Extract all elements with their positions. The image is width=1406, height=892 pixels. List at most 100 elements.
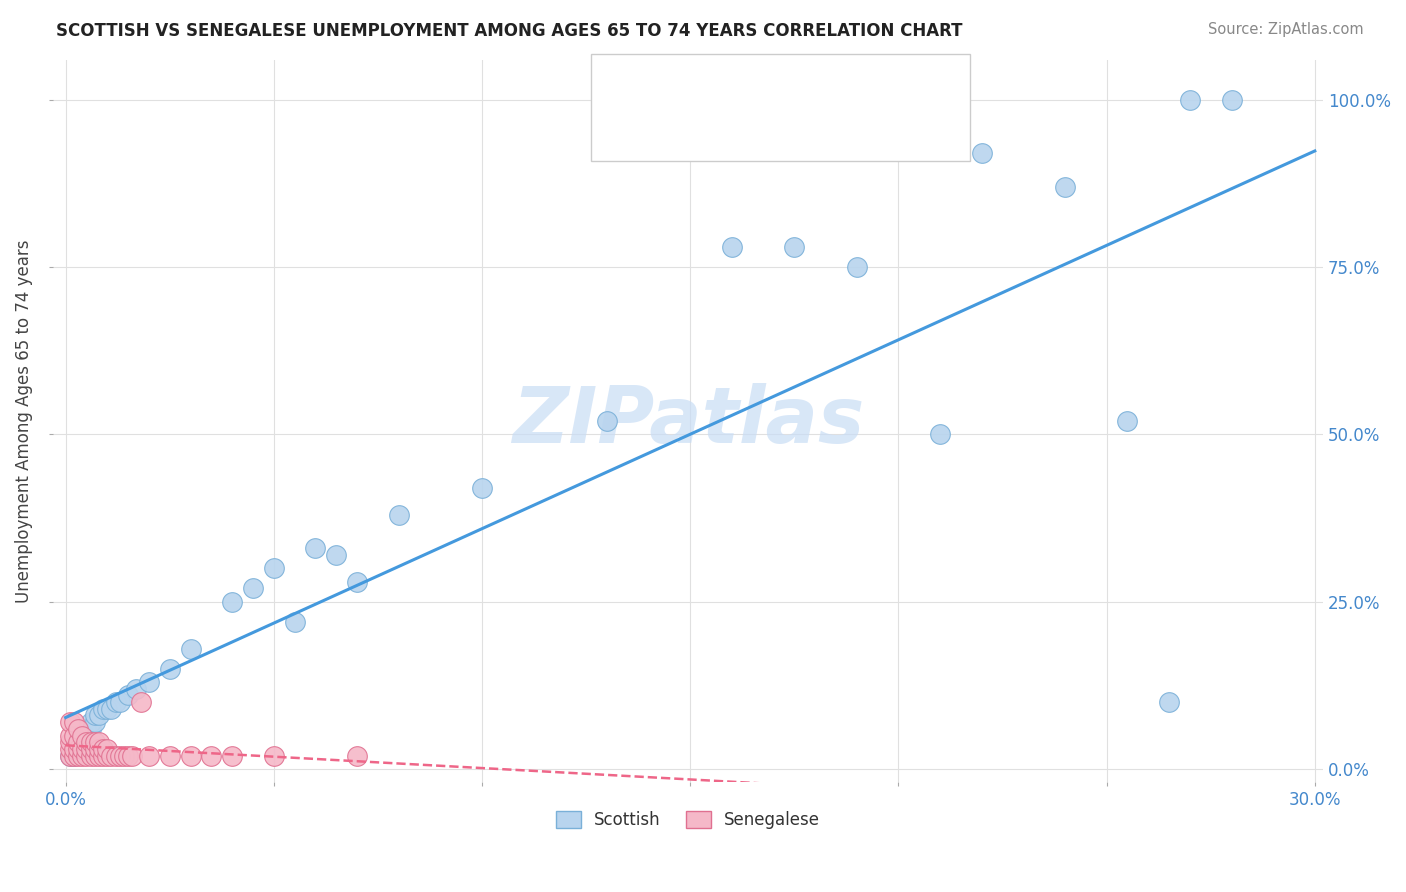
Point <box>100 748 122 763</box>
Point <box>242 582 264 596</box>
Point <box>79 715 101 730</box>
Point <box>96 702 118 716</box>
Point <box>87 708 110 723</box>
Point <box>346 748 368 763</box>
Point <box>72 742 94 756</box>
Point <box>63 742 86 756</box>
Point <box>96 742 118 756</box>
Point <box>263 748 285 763</box>
Point <box>87 748 110 763</box>
Text: 46: 46 <box>807 125 830 143</box>
Text: Source: ZipAtlas.com: Source: ZipAtlas.com <box>1208 22 1364 37</box>
Point <box>783 240 806 254</box>
Point <box>100 702 122 716</box>
Point <box>67 722 90 736</box>
Point <box>79 742 101 756</box>
Point <box>67 735 90 749</box>
Point <box>91 702 114 716</box>
Point <box>72 748 94 763</box>
Text: R =: R = <box>652 64 689 82</box>
Y-axis label: Unemployment Among Ages 65 to 74 years: Unemployment Among Ages 65 to 74 years <box>15 239 32 603</box>
Point <box>72 735 94 749</box>
Point <box>112 748 135 763</box>
Point <box>129 695 152 709</box>
Point <box>117 689 139 703</box>
Point <box>471 481 494 495</box>
Point <box>79 735 101 749</box>
Point <box>104 695 127 709</box>
Point <box>83 742 105 756</box>
Point <box>63 715 86 730</box>
Point <box>83 748 105 763</box>
Text: SCOTTISH VS SENEGALESE UNEMPLOYMENT AMONG AGES 65 TO 74 YEARS CORRELATION CHART: SCOTTISH VS SENEGALESE UNEMPLOYMENT AMON… <box>56 22 963 40</box>
Point <box>67 748 90 763</box>
Legend: Scottish, Senegalese: Scottish, Senegalese <box>550 804 827 836</box>
Point <box>59 735 82 749</box>
Bar <box>603 128 640 149</box>
Point <box>72 729 94 743</box>
Point <box>91 742 114 756</box>
Point <box>1220 93 1243 107</box>
Point <box>108 695 131 709</box>
Point <box>346 574 368 589</box>
Point <box>304 541 326 555</box>
Point <box>1178 93 1201 107</box>
Point <box>59 715 82 730</box>
Point <box>721 240 744 254</box>
Point <box>325 548 347 562</box>
Point <box>159 748 181 763</box>
Point <box>67 742 90 756</box>
Point <box>59 748 82 763</box>
Text: R =: R = <box>652 125 689 143</box>
Point <box>83 715 105 730</box>
Point <box>121 748 143 763</box>
Point <box>75 722 97 736</box>
Text: -0.278: -0.278 <box>686 125 745 143</box>
Point <box>388 508 411 522</box>
Point <box>929 427 952 442</box>
Point <box>63 729 86 743</box>
Point <box>596 414 619 428</box>
Point <box>180 641 202 656</box>
Point <box>845 260 868 274</box>
Point <box>79 748 101 763</box>
Text: N =: N = <box>758 64 806 82</box>
Point <box>221 748 243 763</box>
Point <box>180 748 202 763</box>
Point <box>87 735 110 749</box>
Point <box>1116 414 1139 428</box>
Point <box>67 735 90 749</box>
Point <box>63 742 86 756</box>
Point <box>1053 179 1076 194</box>
Point <box>125 681 148 696</box>
Point <box>87 742 110 756</box>
Point <box>83 708 105 723</box>
Point <box>221 595 243 609</box>
Point <box>59 748 82 763</box>
Point <box>104 748 127 763</box>
Text: ZIPatlas: ZIPatlas <box>512 383 865 459</box>
Point <box>200 748 222 763</box>
Point <box>159 662 181 676</box>
Point <box>96 748 118 763</box>
Point <box>59 742 82 756</box>
Point <box>1157 695 1180 709</box>
Point <box>75 742 97 756</box>
Point <box>138 675 160 690</box>
Point <box>63 748 86 763</box>
Point <box>79 722 101 736</box>
Point <box>91 748 114 763</box>
Point <box>75 748 97 763</box>
Text: 44: 44 <box>807 64 831 82</box>
Text: N =: N = <box>758 125 806 143</box>
Point <box>72 729 94 743</box>
Point <box>970 146 993 161</box>
Point <box>75 735 97 749</box>
Point <box>63 748 86 763</box>
Text: 0.707: 0.707 <box>686 64 745 82</box>
Point <box>117 748 139 763</box>
Point <box>67 742 90 756</box>
Bar <box>603 67 640 88</box>
Point <box>83 735 105 749</box>
Point <box>75 729 97 743</box>
